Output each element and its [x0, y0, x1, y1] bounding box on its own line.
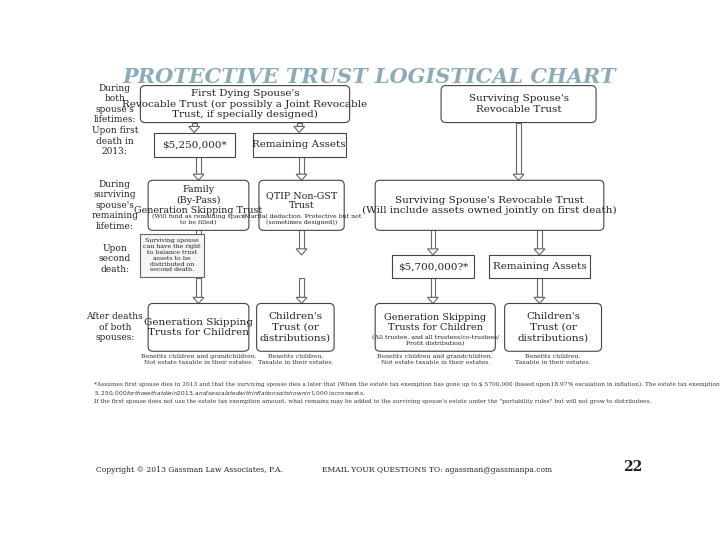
Bar — [196, 157, 201, 174]
Polygon shape — [513, 174, 524, 180]
Text: Copyright © 2013 Gassman Law Associates, P.A.: Copyright © 2013 Gassman Law Associates,… — [96, 467, 283, 475]
Bar — [192, 123, 197, 126]
Bar — [253, 132, 346, 157]
Text: After deaths
of both
spouses:: After deaths of both spouses: — [86, 313, 143, 342]
Polygon shape — [428, 298, 438, 303]
Text: Generation Skipping
Trusts for Children: Generation Skipping Trusts for Children — [384, 313, 486, 332]
Bar — [537, 231, 542, 249]
Bar — [300, 157, 304, 174]
Text: 22: 22 — [624, 461, 642, 475]
FancyBboxPatch shape — [375, 303, 495, 351]
Polygon shape — [193, 249, 204, 255]
Bar — [196, 231, 201, 249]
Bar — [297, 123, 302, 126]
Bar — [392, 255, 474, 278]
Text: Surviving spouse
can have the right
to balance trust
assets to be
distributed on: Surviving spouse can have the right to b… — [143, 238, 201, 272]
FancyBboxPatch shape — [441, 85, 596, 123]
Text: During
surviving
spouse's
remaining
lifetime:: During surviving spouse's remaining life… — [91, 180, 138, 231]
Text: (Will fund as remaining space
to be filled): (Will fund as remaining space to be fill… — [152, 214, 246, 225]
Polygon shape — [193, 298, 204, 303]
Bar — [516, 123, 521, 174]
Text: First Dying Spouse's
Revocable Trust (or possibly a Joint Revocable
Trust, if sp: First Dying Spouse's Revocable Trust (or… — [122, 89, 368, 119]
FancyBboxPatch shape — [259, 180, 344, 231]
Text: PROTECTIVE TRUST LOGISTICAL CHART: PROTECTIVE TRUST LOGISTICAL CHART — [122, 67, 616, 87]
Bar — [489, 255, 590, 278]
Text: Upon
second
death:: Upon second death: — [99, 244, 131, 274]
Text: Benefits children and grandchildren.
Not estate taxable in their estates.: Benefits children and grandchildren. Not… — [140, 354, 256, 365]
Bar — [300, 231, 304, 249]
Text: Surviving Spouse's Revocable Trust
(Will include assets owned jointly on first d: Surviving Spouse's Revocable Trust (Will… — [362, 195, 617, 215]
Text: QTIP Non-GST
Trust: QTIP Non-GST Trust — [266, 191, 337, 210]
Text: During
both
spouse's
lifetimes:: During both spouse's lifetimes: — [94, 84, 136, 124]
FancyBboxPatch shape — [140, 85, 350, 123]
Text: $5,250,000*: $5,250,000* — [162, 140, 227, 150]
Bar — [140, 234, 204, 276]
Bar — [300, 278, 304, 298]
Polygon shape — [534, 298, 545, 303]
FancyBboxPatch shape — [505, 303, 601, 351]
Text: Remaining Assets: Remaining Assets — [253, 140, 346, 150]
Bar — [537, 278, 542, 298]
Text: (Marital deduction. Protective but not
(sometimes designed)): (Marital deduction. Protective but not (… — [242, 214, 361, 225]
Bar — [431, 278, 436, 298]
Text: Remaining Assets: Remaining Assets — [492, 262, 586, 271]
Polygon shape — [428, 249, 438, 255]
Text: (All trustee, and all trustees/co-trustees/
Profit distribution): (All trustee, and all trustees/co-truste… — [372, 335, 499, 346]
Text: Benefits children.
Taxable in their estates.: Benefits children. Taxable in their esta… — [516, 354, 591, 365]
FancyBboxPatch shape — [375, 180, 604, 231]
Text: Generation Skipping
Trusts for Children: Generation Skipping Trusts for Children — [144, 318, 253, 337]
Polygon shape — [296, 249, 307, 255]
Bar — [196, 278, 201, 298]
Polygon shape — [296, 298, 307, 303]
Text: EMAIL YOUR QUESTIONS TO: agassman@gassmanpa.com: EMAIL YOUR QUESTIONS TO: agassman@gassma… — [323, 467, 553, 475]
FancyBboxPatch shape — [148, 180, 249, 231]
Text: Children's
Trust (or
distributions): Children's Trust (or distributions) — [260, 313, 331, 342]
Text: *Assumes first spouse dies in 2013 and that the surviving spouse dies a later th: *Assumes first spouse dies in 2013 and t… — [94, 382, 720, 404]
Text: $5,700,000?*: $5,700,000?* — [398, 262, 468, 271]
FancyBboxPatch shape — [256, 303, 334, 351]
Polygon shape — [296, 174, 307, 180]
FancyBboxPatch shape — [148, 303, 249, 351]
Text: Benefits children and grandchildren.
Not estate taxable in their estates.: Benefits children and grandchildren. Not… — [377, 354, 493, 365]
Text: Family
(By-Pass)
Generation Skipping Trust: Family (By-Pass) Generation Skipping Tru… — [135, 185, 263, 215]
Text: Children's
Trust (or
distributions): Children's Trust (or distributions) — [518, 313, 589, 342]
Polygon shape — [294, 126, 305, 132]
Text: Upon first
death in
2013:: Upon first death in 2013: — [91, 126, 138, 156]
Bar — [153, 132, 235, 157]
Polygon shape — [534, 249, 545, 255]
Polygon shape — [189, 126, 199, 132]
Polygon shape — [193, 174, 204, 180]
Text: Surviving Spouse's
Revocable Trust: Surviving Spouse's Revocable Trust — [469, 94, 569, 114]
Bar — [431, 231, 436, 249]
Text: Benefits children.
Taxable in their estates.: Benefits children. Taxable in their esta… — [258, 354, 333, 365]
